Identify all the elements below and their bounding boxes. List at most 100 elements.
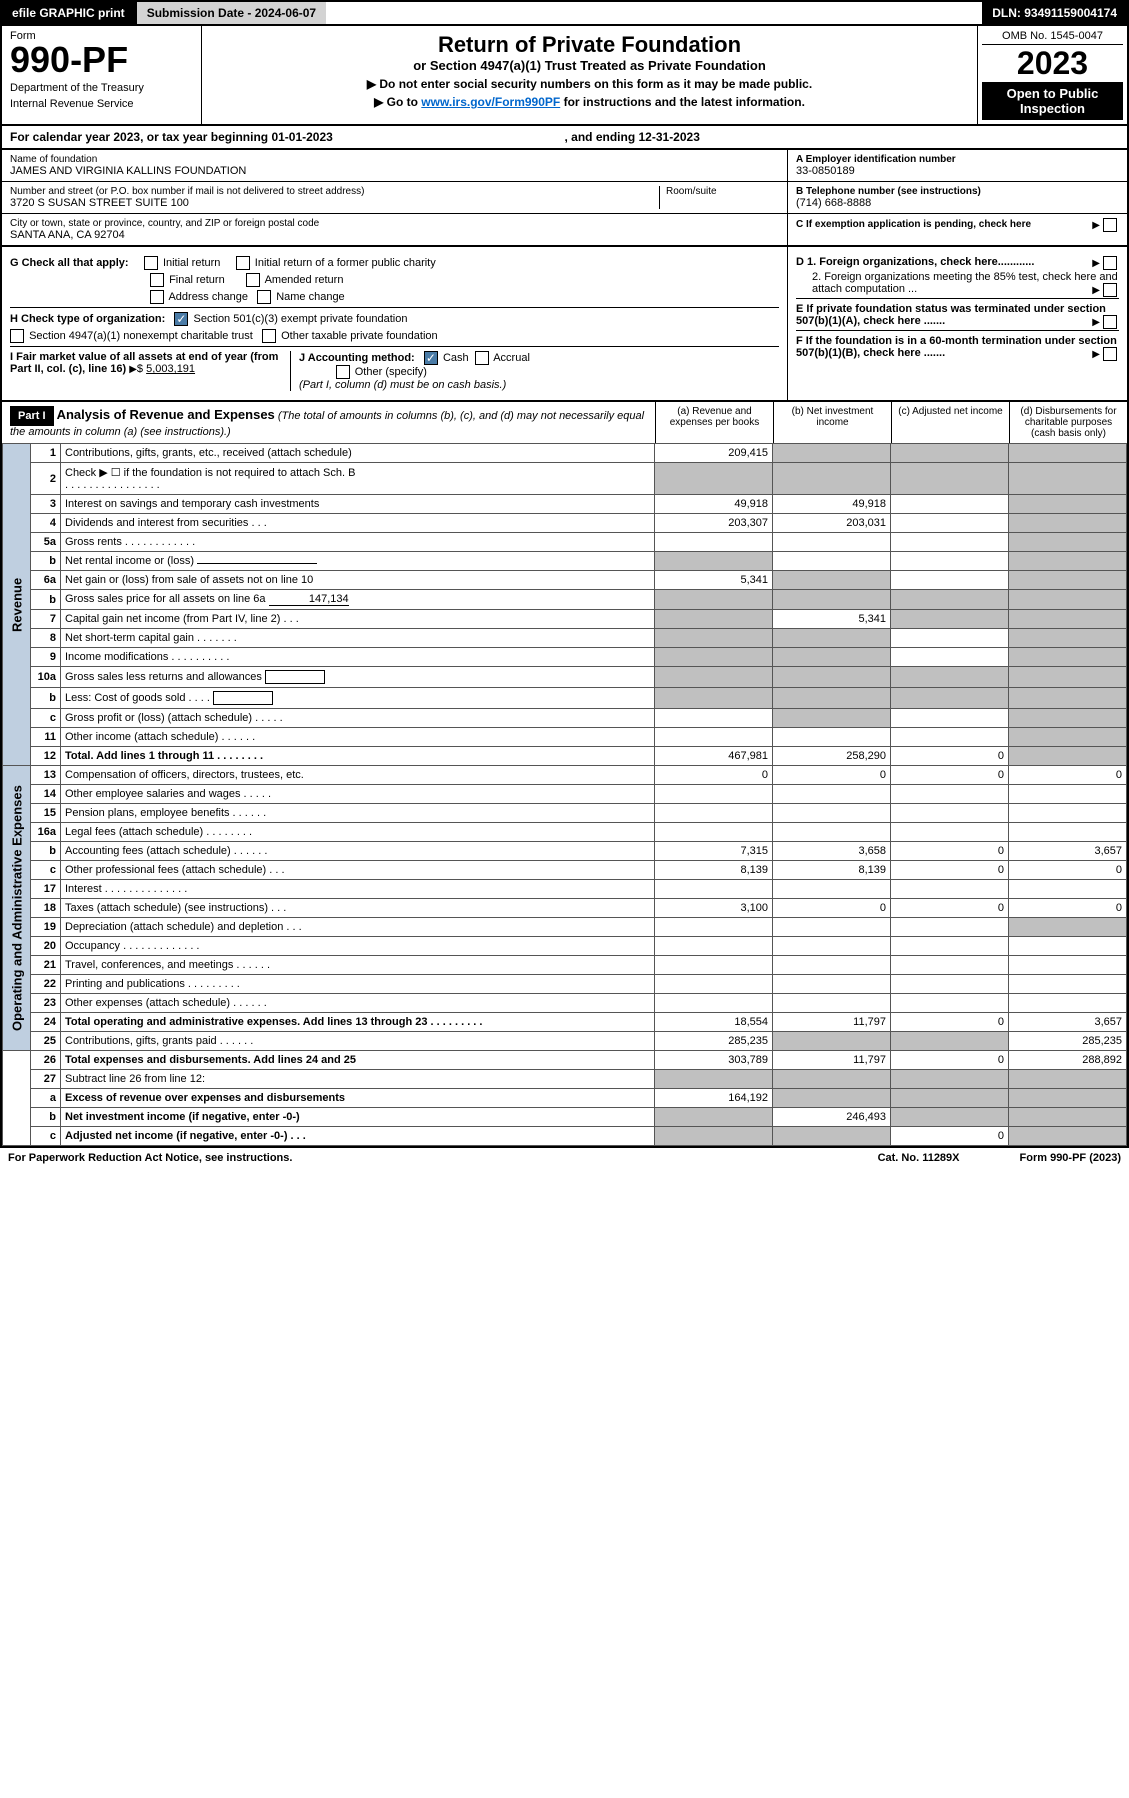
row-num: 20 [31,937,61,956]
street-label: Number and street (or P.O. box number if… [10,186,659,197]
cell-d [1009,444,1127,463]
omb-number: OMB No. 1545-0047 [982,30,1123,45]
row-desc: Less: Cost of goods sold . . . . [61,688,655,709]
address-change-checkbox[interactable] [150,290,164,304]
cell-b [773,590,891,610]
row-desc: Gross sales less returns and allowances [61,667,655,688]
cell-d [1009,552,1127,571]
other-method-label: Other (specify) [355,366,427,378]
cell-c [891,1070,1009,1089]
s501-checkbox[interactable] [174,312,188,326]
table-row: 7Capital gain net income (from Part IV, … [3,610,1127,629]
row-desc: Dividends and interest from securities .… [61,514,655,533]
table-row: 15Pension plans, employee benefits . . .… [3,804,1127,823]
cell-b: 0 [773,766,891,785]
cell-d [1009,533,1127,552]
cell-a: 209,415 [655,444,773,463]
ein-label: A Employer identification number [796,154,1119,165]
cell-c [891,552,1009,571]
row-num: 1 [31,444,61,463]
row-num: b [31,1108,61,1127]
name-change-checkbox[interactable] [257,290,271,304]
cell-b: 11,797 [773,1013,891,1032]
table-row: 22Printing and publications . . . . . . … [3,975,1127,994]
row-desc: Other expenses (attach schedule) . . . .… [61,994,655,1013]
cash-checkbox[interactable] [424,351,438,365]
cell-a [655,918,773,937]
s4947-checkbox[interactable] [10,329,24,343]
row-desc: Gross rents . . . . . . . . . . . . [61,533,655,552]
cell-a [655,956,773,975]
other-tax-checkbox[interactable] [262,329,276,343]
arrow-icon [1092,348,1100,360]
table-row: Revenue 1Contributions, gifts, grants, e… [3,444,1127,463]
cell-a: 7,315 [655,842,773,861]
city-value: SANTA ANA, CA 92704 [10,229,779,241]
cell-c [891,880,1009,899]
d2-checkbox[interactable] [1103,283,1117,297]
row-desc: Printing and publications . . . . . . . … [61,975,655,994]
row-desc: Other employee salaries and wages . . . … [61,785,655,804]
s4947-label: Section 4947(a)(1) nonexempt charitable … [29,330,253,342]
d1-checkbox[interactable] [1103,256,1117,270]
cell-b [773,937,891,956]
cell-d [1009,463,1127,495]
cell-a: 164,192 [655,1089,773,1108]
row-desc: Interest . . . . . . . . . . . . . . [61,880,655,899]
amended-checkbox[interactable] [246,273,260,287]
row-desc: Total operating and administrative expen… [61,1013,655,1032]
cell-b [773,709,891,728]
row-num: 25 [31,1032,61,1051]
cell-d [1009,937,1127,956]
other-method-checkbox[interactable] [336,365,350,379]
row-desc: Net short-term capital gain . . . . . . … [61,629,655,648]
part1-title: Analysis of Revenue and Expenses [57,407,275,422]
c-checkbox[interactable] [1103,218,1117,232]
row-num: 2 [31,463,61,495]
cell-b [773,975,891,994]
row-desc: Capital gain net income (from Part IV, l… [61,610,655,629]
row-desc: Travel, conferences, and meetings . . . … [61,956,655,975]
cell-c [891,514,1009,533]
e-checkbox[interactable] [1103,315,1117,329]
table-row: cGross profit or (loss) (attach schedule… [3,709,1127,728]
cell-b: 258,290 [773,747,891,766]
cell-a [655,823,773,842]
cell-b [773,1032,891,1051]
cell-b [773,728,891,747]
cell-a [655,880,773,899]
table-row: bAccounting fees (attach schedule) . . .… [3,842,1127,861]
table-row: 16aLegal fees (attach schedule) . . . . … [3,823,1127,842]
cell-a: 3,100 [655,899,773,918]
part1-table: Revenue 1Contributions, gifts, grants, e… [2,443,1127,1146]
cell-d [1009,629,1127,648]
row-num: c [31,861,61,880]
cell-c [891,533,1009,552]
row-desc: Interest on savings and temporary cash i… [61,495,655,514]
cell-b: 11,797 [773,1051,891,1070]
f-checkbox[interactable] [1103,347,1117,361]
cell-a [655,463,773,495]
final-return-checkbox[interactable] [150,273,164,287]
irs-link[interactable]: www.irs.gov/Form990PF [421,95,560,109]
initial-return-checkbox[interactable] [144,256,158,270]
foundation-name: JAMES AND VIRGINIA KALLINS FOUNDATION [10,165,779,177]
cell-c [891,463,1009,495]
cell-a [655,610,773,629]
note-link: ▶ Go to www.irs.gov/Form990PF for instru… [212,95,967,109]
row-num: 17 [31,880,61,899]
open-public: Open to Public Inspection [982,82,1123,120]
cell-b: 203,031 [773,514,891,533]
row-desc: Occupancy . . . . . . . . . . . . . [61,937,655,956]
form-subtitle: or Section 4947(a)(1) Trust Treated as P… [212,58,967,73]
col-b-header: (b) Net investment income [773,402,891,443]
cell-c [891,648,1009,667]
calendar-year-row: For calendar year 2023, or tax year begi… [0,126,1129,150]
dept-label: Department of the Treasury [10,82,193,94]
table-row: 14Other employee salaries and wages . . … [3,785,1127,804]
row-desc: Legal fees (attach schedule) . . . . . .… [61,823,655,842]
accrual-checkbox[interactable] [475,351,489,365]
initial-former-checkbox[interactable] [236,256,250,270]
e-label: E If private foundation status was termi… [796,303,1106,327]
amended-label: Amended return [265,274,344,286]
